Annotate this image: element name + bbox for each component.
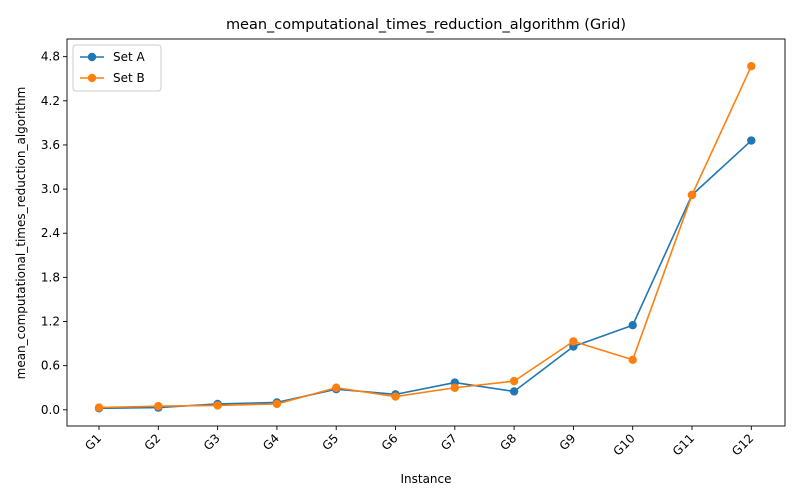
chart-title: mean_computational_times_reduction_algor… [226,17,626,33]
legend-label: Set A [113,50,146,64]
y-tick-label: 1.8 [41,270,60,284]
series-layer [94,62,756,413]
data-point [332,383,341,392]
y-tick-label: 3.6 [41,138,60,152]
series-line [98,139,752,410]
plot-area [66,38,786,427]
legend-marker [87,73,97,83]
x-axis-label: Instance [400,472,451,486]
data-point [747,62,756,71]
data-point [213,401,222,410]
series-set-b [94,62,756,412]
data-point [628,355,637,364]
legend-marker [87,52,97,62]
plot-frame [66,38,786,427]
y-tick-label: 3.0 [41,182,60,196]
y-tick-label: 0.0 [41,403,60,417]
data-point [450,383,459,392]
data-point [569,337,578,346]
y-tick-label: 2.4 [41,226,60,240]
data-point [628,321,637,330]
legend: Set A Set B [72,44,162,92]
data-point [94,403,104,412]
data-point [272,399,282,409]
legend-label: Set B [113,71,145,85]
data-point [509,376,519,386]
y-axis: 0.0 0.6 1.2 1.8 2.4 3.0 3.6 4.2 4.8 [41,50,67,417]
y-tick-label: 0.6 [41,359,60,373]
y-axis-label: mean_computational_times_reduction_algor… [14,87,28,380]
data-point [747,136,756,145]
y-tick-label: 4.8 [41,50,60,64]
data-point [154,401,163,411]
data-point [391,392,400,401]
y-tick-label: 1.2 [41,315,60,329]
data-point [509,387,519,396]
data-point [687,190,697,200]
series-line [98,65,753,409]
y-tick-label: 4.2 [41,94,60,108]
